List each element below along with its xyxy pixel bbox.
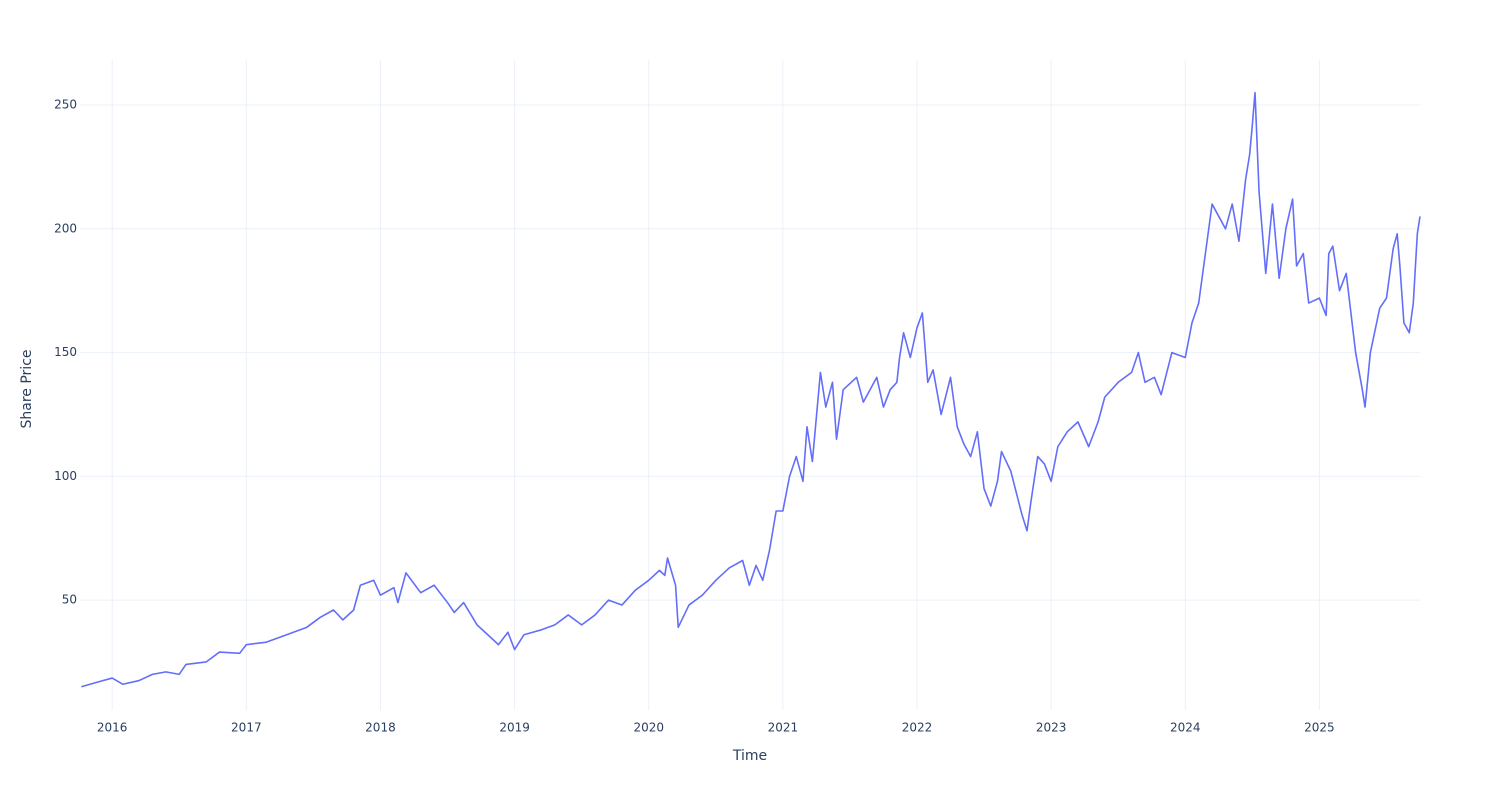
price-line bbox=[81, 91, 1421, 688]
x-tick-label: 2025 bbox=[1304, 721, 1335, 735]
x-axis-title: Time bbox=[732, 748, 767, 764]
y-axis-title: Share Price bbox=[19, 349, 35, 428]
x-tick-label: 2022 bbox=[902, 721, 933, 735]
x-tick-label: 2017 bbox=[231, 721, 262, 735]
x-tick-label: 2018 bbox=[365, 721, 396, 735]
y-tick-label: 150 bbox=[54, 345, 77, 359]
x-tick-label: 2016 bbox=[97, 721, 128, 735]
y-tick-label: 50 bbox=[62, 593, 77, 607]
x-tick-label: 2020 bbox=[633, 721, 664, 735]
y-tick-label: 100 bbox=[54, 469, 77, 483]
y-tick-label: 200 bbox=[54, 221, 77, 235]
y-tick-label: 250 bbox=[54, 98, 77, 112]
x-tick-label: 2023 bbox=[1036, 721, 1067, 735]
x-tick-label: 2024 bbox=[1170, 721, 1201, 735]
x-tick-label: 2021 bbox=[768, 721, 799, 735]
x-tick-label: 2019 bbox=[499, 721, 530, 735]
